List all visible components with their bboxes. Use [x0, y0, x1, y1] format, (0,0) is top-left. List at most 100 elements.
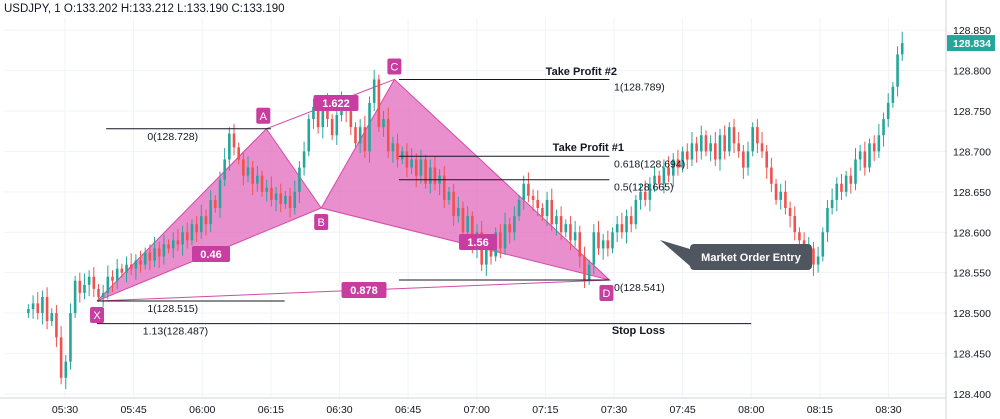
candle-body: [742, 151, 745, 168]
candle-body: [400, 151, 404, 160]
candle-body: [246, 167, 250, 176]
candle-body: [270, 187, 273, 200]
candle-body: [798, 232, 801, 241]
candle-body: [606, 240, 610, 249]
harmonic-pattern: [96, 78, 612, 302]
candle-body: [414, 159, 418, 176]
candle-body: [279, 193, 283, 204]
point-b-label: B: [318, 217, 325, 229]
point-d-label: D: [602, 288, 610, 300]
candle-body: [195, 224, 198, 233]
take-profit-1-label: Take Profit #1: [553, 142, 624, 154]
candle-body: [522, 183, 526, 200]
candle-body: [573, 232, 577, 241]
candle-body: [106, 276, 110, 293]
candle-body: [391, 143, 395, 152]
candle-body: [256, 175, 259, 184]
candle-body: [363, 127, 367, 152]
candle-body: [111, 276, 114, 281]
candle-body: [564, 224, 568, 233]
candle-body: [900, 43, 904, 55]
candle-body: [639, 191, 642, 200]
candle-body: [452, 191, 455, 217]
candle-body: [812, 248, 815, 265]
x-tick-label: 07:30: [601, 404, 627, 416]
candle-body: [858, 151, 862, 160]
point-x-label-box: [90, 306, 105, 323]
x-tick-label: 08:00: [738, 404, 764, 416]
y-tick-label: 128.750: [953, 106, 991, 118]
x-tick-label: 05:30: [52, 404, 78, 416]
market-order-entry-label: Market Order Entry: [701, 252, 802, 264]
point-d-label-box: [599, 284, 614, 301]
y-tick-label: 128.700: [953, 146, 991, 158]
candle-body: [410, 159, 413, 168]
candle-body: [648, 183, 652, 200]
candle-body: [793, 216, 797, 233]
last-price-label: 128.834: [953, 38, 991, 50]
ratio-bcd-label-box: [459, 234, 497, 250]
candle-body: [886, 102, 890, 120]
candle-body: [101, 292, 105, 297]
candle-body: [428, 167, 432, 184]
candle-body: [718, 135, 722, 160]
x-tick-label: 06:15: [258, 404, 284, 416]
candles: [27, 31, 904, 390]
candle-body: [816, 256, 820, 265]
candle-body: [527, 183, 530, 196]
candle-body: [774, 183, 778, 200]
candle-body: [471, 216, 474, 249]
y-tick-label: 128.600: [953, 227, 991, 239]
candle-body: [835, 183, 839, 200]
candle-body: [372, 79, 376, 103]
candle-body: [209, 199, 212, 225]
candle-body: [657, 175, 661, 184]
candle-body: [59, 337, 63, 378]
candle-body: [223, 159, 226, 180]
candle-body: [868, 143, 871, 168]
y-tick-label: 128.650: [953, 187, 991, 199]
candle-body: [770, 167, 773, 184]
point-c-label: C: [390, 61, 398, 73]
y-tick-label: 128.800: [953, 66, 991, 78]
candle-body: [653, 175, 656, 184]
pattern-labels: X A B C D 0.46 1.622 1.56 0.878 Market Order Entr…: [90, 35, 995, 323]
candle-body: [541, 208, 544, 217]
candle-body: [134, 260, 138, 269]
candle-body: [728, 127, 731, 152]
fib-level-label: 0.5(128.665): [614, 182, 674, 194]
candle-body: [447, 191, 451, 200]
candle-body: [405, 151, 409, 168]
point-a-label-box: [256, 107, 271, 124]
stop-loss-label: Stop Loss: [612, 325, 665, 337]
y-tick-label: 128.500: [953, 308, 991, 320]
fib-level-label: 0(128.541): [614, 282, 665, 294]
low-value: L:133.190: [177, 3, 229, 15]
candle-body: [349, 110, 353, 128]
ratio-xad-label: 0.878: [350, 285, 378, 297]
candle-body: [55, 313, 58, 338]
x-tick-label: 07:00: [464, 404, 490, 416]
high-value: H:133.212: [120, 3, 174, 15]
point-x-label: X: [93, 310, 101, 322]
candle-body: [78, 280, 82, 293]
candle-body: [115, 268, 119, 281]
fib-level-label: 1.13(128.487): [143, 326, 208, 338]
ohlc-header: USDJPY, 1 O:133.202 H:133.212 L:133.190 …: [4, 3, 285, 15]
candle-body: [64, 361, 68, 378]
candle-body: [882, 119, 885, 136]
candle-body: [821, 232, 825, 257]
candle-body: [50, 313, 54, 322]
candle-body: [330, 119, 334, 136]
point-b-label-box: [314, 214, 329, 230]
candle-body: [73, 280, 77, 314]
candle-body: [751, 127, 754, 152]
candle-body: [685, 151, 689, 160]
candle-body: [704, 135, 708, 152]
candle-body: [550, 199, 554, 225]
fib-levels: 0(128.728) 1(128.515) 1.13(128.487) 1(128.7…: [97, 66, 752, 338]
candle-body: [611, 232, 614, 249]
candle-body: [302, 151, 306, 168]
